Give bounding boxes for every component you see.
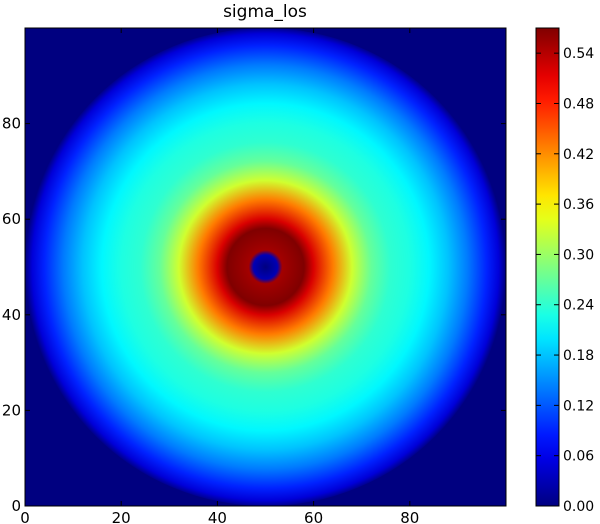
colorbar-tick-label: 0.36 <box>563 197 594 213</box>
colorbar-tick-label: 0.54 <box>563 46 594 62</box>
colorbar-tick-label: 0.12 <box>563 398 594 414</box>
x-tick-label: 0 <box>20 509 30 524</box>
colorbar-tick-label: 0.00 <box>563 499 594 515</box>
colorbar-tick-label: 0.48 <box>563 96 594 112</box>
colorbar-axis: 0.00 0.06 0.12 0.18 0.24 0.30 0.36 0.42 0.48 0.54 <box>536 46 594 515</box>
y-tick-label: 80 <box>2 115 21 133</box>
y-tick-label: 20 <box>2 401 21 419</box>
plot-frame <box>24 27 507 507</box>
colorbar-tick-label: 0.24 <box>563 298 594 314</box>
colorbar-frame <box>535 27 560 507</box>
colorbar-tick-label: 0.42 <box>563 147 594 163</box>
x-axis: 0 20 40 60 80 <box>20 28 419 524</box>
x-tick-label: 60 <box>304 509 323 524</box>
colorbar <box>536 28 559 506</box>
heatmap-disk <box>25 28 506 506</box>
colorbar-tick-label: 0.18 <box>563 348 594 364</box>
colorbar-tick-label: 0.06 <box>563 449 594 465</box>
y-tick-label: 40 <box>2 306 21 324</box>
heatmap-image <box>25 28 506 506</box>
y-tick-label: 60 <box>2 210 21 228</box>
colorbar-tick-label: 0.30 <box>563 247 594 263</box>
colorbar-gradient <box>536 28 559 506</box>
x-tick-label: 80 <box>400 509 419 524</box>
x-tick-label: 40 <box>208 509 227 524</box>
chart-title: sigma_los <box>223 2 307 22</box>
y-tick-label: 0 <box>11 497 21 515</box>
x-tick-label: 20 <box>112 509 131 524</box>
y-axis: 0 20 40 60 80 <box>2 115 506 515</box>
